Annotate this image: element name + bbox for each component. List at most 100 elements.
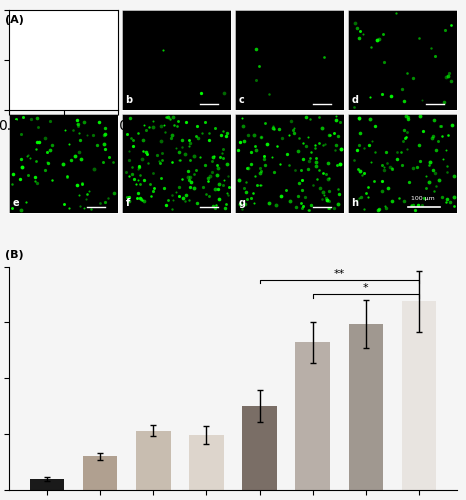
Point xyxy=(17,130,25,138)
Point xyxy=(322,170,330,177)
Point xyxy=(323,196,331,204)
Point xyxy=(46,146,54,154)
Point xyxy=(270,124,277,132)
Point xyxy=(18,162,26,170)
Point xyxy=(445,72,452,80)
Point xyxy=(197,88,205,96)
Point xyxy=(287,197,294,205)
Point xyxy=(202,190,210,198)
Point xyxy=(49,176,56,184)
Point xyxy=(140,176,148,184)
Point xyxy=(356,114,363,122)
Point xyxy=(212,201,219,209)
Point xyxy=(216,180,223,188)
Point xyxy=(388,164,396,172)
Point xyxy=(251,142,259,150)
Point xyxy=(270,125,277,133)
Point xyxy=(334,200,342,207)
Point xyxy=(400,126,408,134)
Point xyxy=(127,114,134,122)
Point xyxy=(80,204,87,212)
Point xyxy=(105,152,113,160)
Point xyxy=(317,184,324,192)
Point xyxy=(284,150,291,158)
Point xyxy=(300,155,307,163)
Point xyxy=(380,58,388,66)
Point xyxy=(269,122,277,130)
Point xyxy=(384,184,391,192)
Point xyxy=(378,177,386,185)
Point xyxy=(33,179,41,187)
Point xyxy=(217,152,224,160)
Point xyxy=(23,152,30,160)
Point xyxy=(240,137,248,145)
Point xyxy=(432,146,440,154)
Point xyxy=(273,201,280,209)
Point xyxy=(332,116,339,124)
Point xyxy=(442,198,450,206)
Point xyxy=(380,163,388,171)
Point xyxy=(443,168,451,175)
Point xyxy=(440,98,447,106)
Point xyxy=(247,160,254,168)
Point xyxy=(374,36,381,44)
Point xyxy=(186,139,194,147)
Point xyxy=(448,21,455,29)
Bar xyxy=(349,324,383,490)
Point xyxy=(140,196,147,204)
Point xyxy=(409,164,417,172)
Text: (B): (B) xyxy=(5,250,23,260)
Point xyxy=(17,206,25,214)
Point xyxy=(191,184,198,192)
Point xyxy=(235,176,243,184)
Point xyxy=(356,130,364,138)
Point xyxy=(325,174,333,182)
Point xyxy=(306,154,314,162)
Point xyxy=(315,113,322,121)
Point xyxy=(199,128,206,136)
Point xyxy=(276,160,284,168)
Point xyxy=(183,190,190,198)
Point xyxy=(22,198,29,206)
Point xyxy=(393,148,401,156)
Point xyxy=(164,113,172,121)
Point xyxy=(41,134,49,141)
Point xyxy=(206,136,213,144)
Point xyxy=(325,131,333,139)
Point xyxy=(43,148,51,156)
Point xyxy=(257,169,264,177)
Point xyxy=(75,191,82,199)
Point xyxy=(440,154,447,162)
Point xyxy=(95,118,103,126)
Point xyxy=(378,186,385,194)
Point xyxy=(75,122,82,130)
Point xyxy=(256,62,263,70)
Point xyxy=(264,140,271,147)
Point xyxy=(439,192,446,200)
Bar xyxy=(189,435,224,490)
Point xyxy=(294,148,302,156)
Point xyxy=(295,180,303,188)
Point xyxy=(20,112,27,120)
Point xyxy=(450,202,458,209)
Point xyxy=(166,115,174,123)
Point xyxy=(446,198,454,205)
Point xyxy=(428,134,436,142)
Point xyxy=(220,176,227,184)
Text: h: h xyxy=(351,198,358,208)
Point xyxy=(224,172,232,180)
Point xyxy=(236,138,244,146)
Point xyxy=(367,42,374,50)
Point xyxy=(205,192,212,200)
Point xyxy=(9,204,16,212)
Point xyxy=(125,148,132,156)
Point xyxy=(363,188,370,196)
Point xyxy=(297,166,304,174)
Point xyxy=(150,187,157,195)
Point xyxy=(360,144,368,152)
Point xyxy=(78,180,85,188)
Text: **: ** xyxy=(334,269,345,279)
Point xyxy=(244,164,252,172)
Point xyxy=(140,136,147,143)
Point xyxy=(184,166,192,174)
